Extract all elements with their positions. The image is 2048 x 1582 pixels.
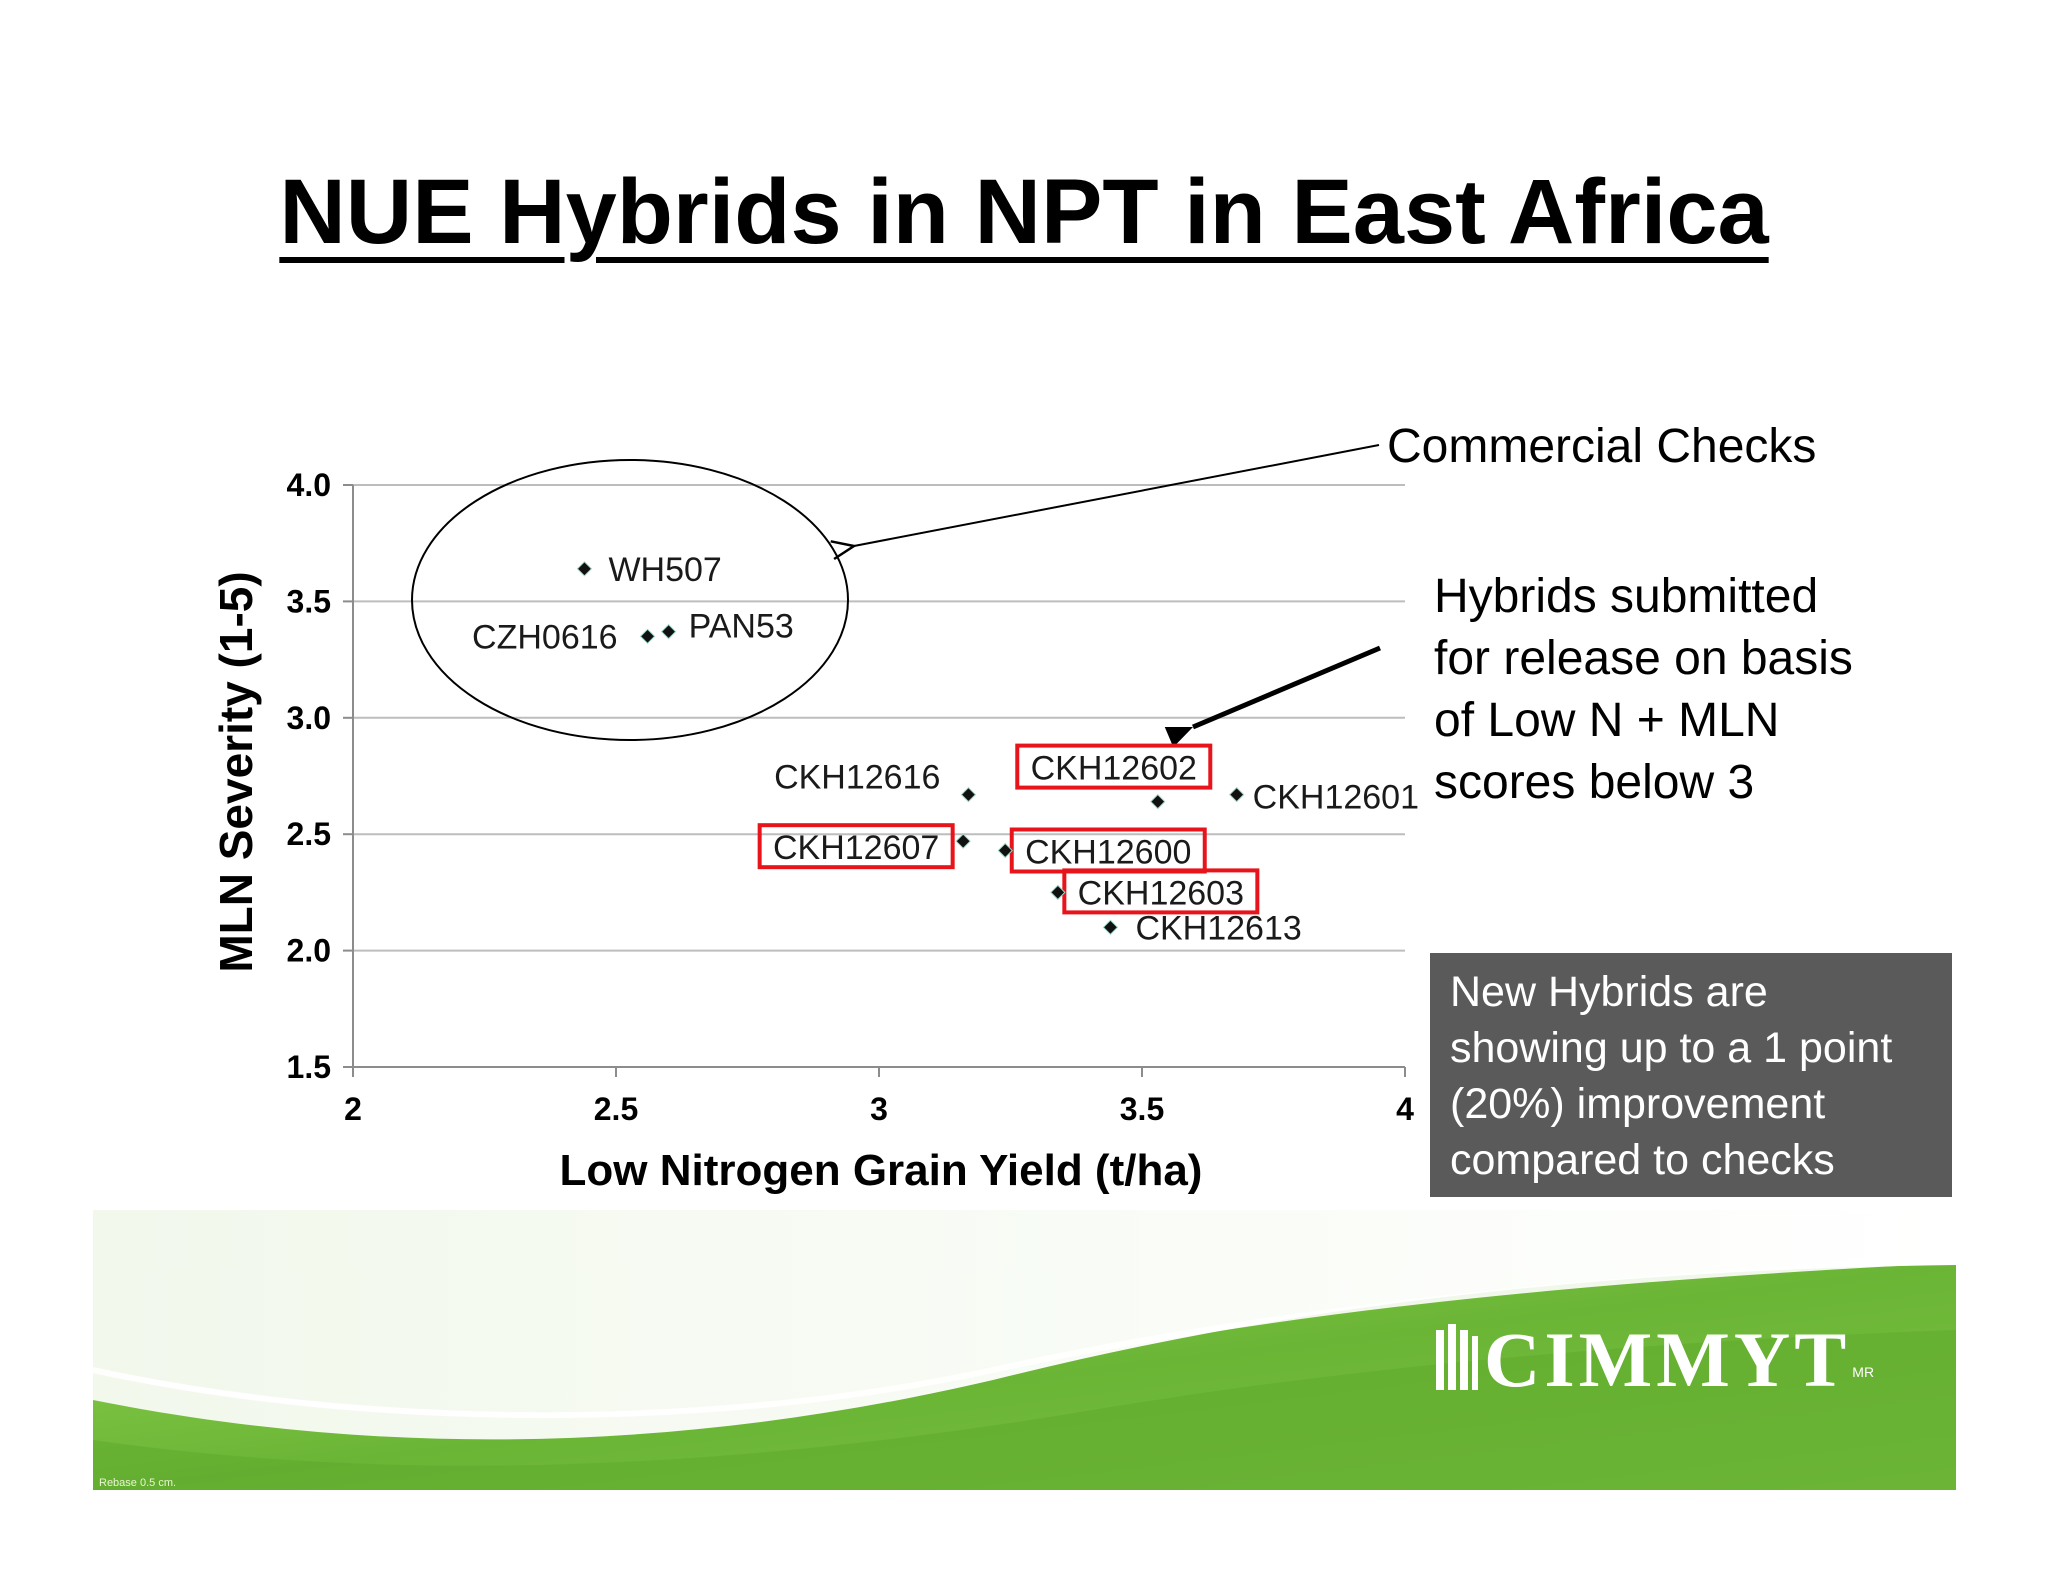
footer-banner [93, 1210, 1956, 1490]
release-callout-line: Hybrids submitted [1434, 570, 1819, 623]
data-point-label: CKH12602 [1031, 750, 1197, 788]
y-axis-title: MLN Severity (1-5) [210, 571, 262, 972]
data-point-label: WH507 [608, 551, 721, 589]
data-point-marker [639, 628, 656, 645]
data-point-label: CKH12603 [1078, 874, 1244, 912]
data-point-marker [960, 786, 977, 803]
y-tick-label: 1.5 [287, 1049, 331, 1085]
registered-mark: MR [1852, 1364, 1875, 1380]
data-point-marker [1150, 793, 1166, 810]
data-point-label: CKH12613 [1135, 909, 1301, 947]
improvement-note-line: showing up to a 1 point [1450, 1024, 1893, 1072]
data-point-marker [576, 561, 593, 577]
scatter-chart: 1.5 2.0 2.5 3.0 3.5 4.0 2 2.5 3 3.5 4 Low Nitrogen… [210, 444, 1419, 1195]
wheat-ear-icon [1436, 1324, 1478, 1390]
data-point-label: PAN53 [689, 608, 794, 646]
improvement-note-line: compared to checks [1450, 1136, 1835, 1184]
improvement-note-line: New Hybrids are [1450, 968, 1768, 1016]
x-tick-label: 3.5 [1120, 1091, 1164, 1127]
commercial-checks-callout: Commercial Checks [1387, 420, 1817, 473]
x-tick-label: 2 [344, 1091, 362, 1127]
green-wave-graphic [93, 1210, 1956, 1490]
data-point-marker [997, 842, 1013, 859]
release-callout-line: of Low N + MLN [1434, 694, 1780, 747]
data-point-marker [1228, 786, 1245, 803]
data-point-label: CKH12600 [1025, 833, 1191, 871]
x-tick-label: 2.5 [594, 1091, 638, 1127]
data-point-label: CKH12601 [1253, 779, 1419, 817]
data-point-label: CZH0616 [472, 618, 618, 656]
release-highlight-box [1015, 743, 1213, 790]
y-tick-label: 2.0 [287, 933, 331, 969]
data-point-marker [660, 623, 677, 640]
data-point-marker [955, 833, 971, 849]
release-callout-line: scores below 3 [1434, 756, 1755, 809]
improvement-note-line: (20%) improvement [1450, 1080, 1826, 1128]
data-point-marker [1050, 884, 1066, 901]
cimmyt-logo: CIMMYT MR [1432, 1310, 1874, 1410]
y-tick-label: 2.5 [287, 816, 331, 852]
footnote: Rebase 0.5 cm. [99, 1477, 177, 1489]
y-tick-label: 3.5 [287, 583, 331, 619]
x-tick-label: 4 [1396, 1091, 1414, 1127]
cimmyt-wordmark: CIMMYT [1484, 1316, 1851, 1403]
commercial-checks-ellipse [411, 459, 849, 741]
release-arrow [1164, 645, 1381, 748]
commercial-checks-arrow [854, 444, 1380, 546]
release-callout: Hybrids submitted for release on basis o… [1434, 566, 1974, 814]
data-point-marker [1102, 919, 1119, 936]
release-highlight-box [757, 823, 955, 870]
y-tick-label: 3.0 [287, 700, 331, 736]
slide-title: NUE Hybrids in NPT in East Africa [279, 161, 1769, 263]
x-tick-label: 3 [870, 1091, 888, 1127]
y-tick-label: 4.0 [287, 467, 331, 503]
data-point-label: CKH12616 [774, 759, 940, 797]
release-callout-line: for release on basis [1434, 632, 1853, 685]
x-axis-title: Low Nitrogen Grain Yield (t/ha) [560, 1146, 1203, 1195]
data-point-label: CKH12607 [773, 829, 939, 867]
improvement-note-box: New Hybrids are showing up to a 1 point … [1430, 953, 1952, 1197]
